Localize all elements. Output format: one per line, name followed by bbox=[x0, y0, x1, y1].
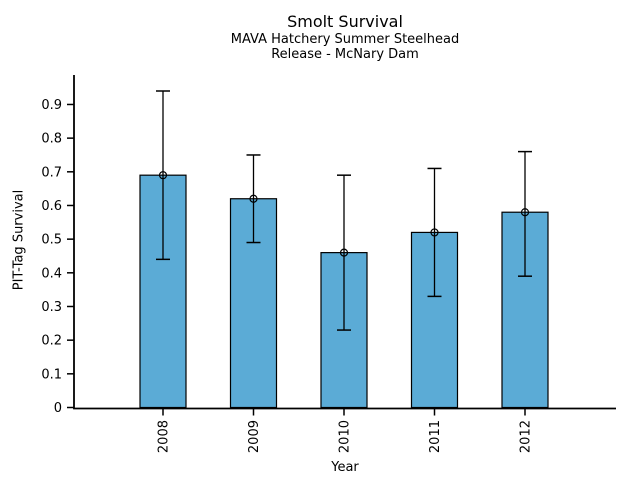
y-tick-label: 0.6 bbox=[41, 199, 62, 214]
y-tick-label: 0.1 bbox=[41, 367, 62, 382]
point-marker-2012 bbox=[520, 208, 530, 217]
y-tick-label: 0.5 bbox=[41, 233, 62, 248]
point-marker-2010 bbox=[339, 248, 349, 257]
y-tick-label: 0.2 bbox=[41, 334, 62, 349]
x-tick-label: 2008 bbox=[157, 420, 172, 453]
y-tick-label: 0 bbox=[54, 401, 62, 416]
x-tick-label: 2011 bbox=[428, 420, 443, 453]
x-axis-label: Year bbox=[331, 460, 359, 475]
y-axis-label: PIT-Tag Survival bbox=[11, 189, 27, 291]
point-marker-2009 bbox=[249, 194, 258, 203]
x-tick-label: 2010 bbox=[338, 420, 353, 453]
x-tick-label: 2012 bbox=[519, 420, 534, 453]
point-marker-2011 bbox=[430, 228, 439, 237]
chart-title: Smolt Survival bbox=[287, 12, 403, 31]
y-tick-label: 0.8 bbox=[41, 132, 62, 147]
chart-subtitle-line-1: MAVA Hatchery Summer Steelhead bbox=[230, 32, 460, 47]
y-tick-label: 0.7 bbox=[41, 165, 62, 180]
y-tick-label: 0.3 bbox=[41, 300, 62, 315]
chart-subtitle-line-2: Release - McNary Dam bbox=[271, 47, 419, 62]
bar-2011 bbox=[410, 231, 459, 409]
point-marker-2008 bbox=[158, 171, 168, 180]
y-tick-label: 0.9 bbox=[41, 98, 62, 113]
x-tick-label: 2009 bbox=[247, 420, 262, 453]
y-tick-label: 0.4 bbox=[41, 266, 62, 281]
bar-2012 bbox=[501, 211, 549, 409]
